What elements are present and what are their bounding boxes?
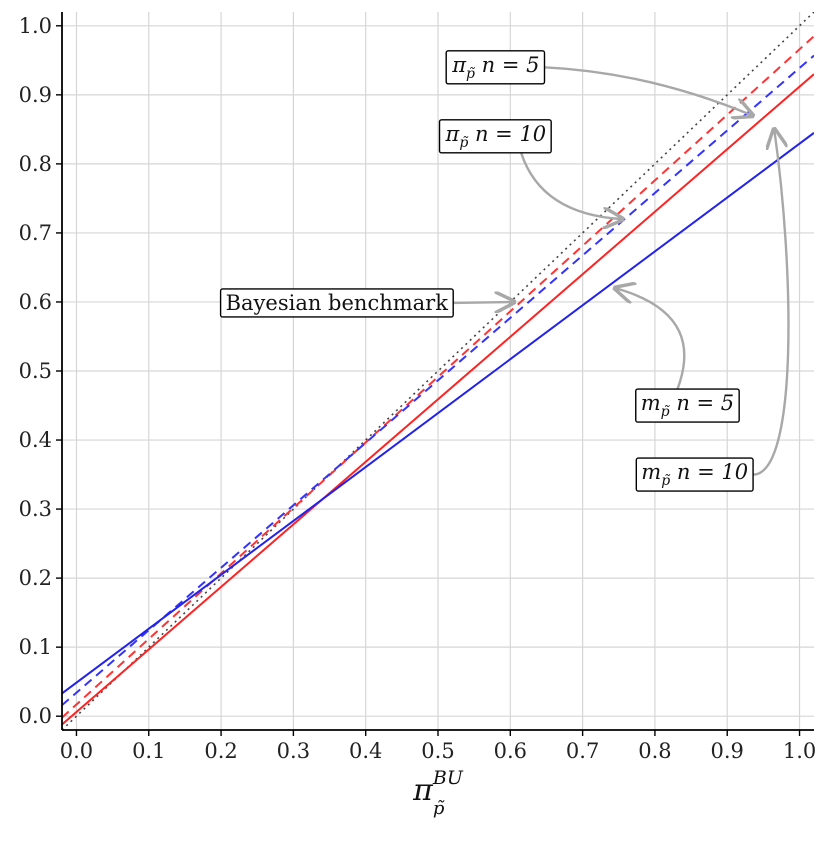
axes	[56, 12, 814, 736]
x-tick-label-4: 0.4	[349, 739, 382, 763]
x-tick-label-8: 0.8	[638, 739, 671, 763]
x-axis-label-superscript: BU	[432, 767, 464, 789]
annotation-arrow-m5	[615, 288, 686, 390]
annotation-label-m5: mp̃ n = 5	[641, 391, 734, 420]
annotation-symbol: m	[641, 460, 661, 484]
x-tick-label-9: 0.9	[711, 739, 744, 763]
annotation-m10: mp̃ n = 10	[635, 457, 754, 492]
annotation-symbol: π	[445, 122, 461, 146]
x-axis-label: πBU p̃	[412, 767, 464, 819]
annotation-subscript: p̃	[661, 404, 670, 420]
y-tick-label-10: 1.0	[19, 14, 52, 38]
y-tick-label-1: 0.1	[19, 635, 52, 659]
tick-labels: 0.0 0.1 0.2 0.3 0.4 0.5 0.6 0.7 0.8 0.9 1.0 0.0 0.1 0…	[19, 14, 817, 763]
annotation-symbol: m	[641, 391, 661, 415]
y-tick-label-4: 0.4	[19, 428, 52, 452]
x-tick-label-6: 0.6	[494, 739, 527, 763]
series-layer	[62, 12, 814, 730]
annotation-pi5: πp̃ n = 5	[445, 50, 546, 85]
y-tick-label-7: 0.7	[19, 221, 52, 245]
x-tick-label-5: 0.5	[421, 739, 454, 763]
y-tick-label-0: 0.0	[19, 704, 52, 728]
annotation-label-pi5: πp̃ n = 5	[451, 53, 539, 82]
x-tick-label-7: 0.7	[566, 739, 599, 763]
annotation-subscript: p̃	[661, 473, 670, 489]
annotation-label-bench: Bayesian benchmark	[226, 291, 449, 315]
annotation-condition: n = 10	[468, 122, 546, 146]
annotation-label-pi10: πp̃ n = 10	[445, 122, 547, 151]
annotation-text: Bayesian benchmark	[226, 291, 449, 315]
annotation-subscript: p̃	[459, 135, 468, 151]
annotation-arrow-m10	[752, 129, 790, 476]
annotation-pi10: πp̃ n = 10	[438, 119, 552, 154]
annotation-m5: mp̃ n = 5	[635, 388, 740, 423]
annotation-box-pi10	[438, 119, 552, 154]
annotation-arrows	[453, 66, 790, 476]
x-tick-label-3: 0.3	[277, 739, 310, 763]
y-tick-label-6: 0.6	[19, 290, 52, 314]
x-axis-label-base: π	[412, 773, 434, 808]
series-line-m_n10	[62, 132, 814, 695]
y-tick-label-8: 0.8	[19, 152, 52, 176]
annotation-arrow-pi10	[520, 152, 622, 219]
x-tick-label-2: 0.2	[204, 739, 237, 763]
annotation-box-pi5	[445, 50, 546, 85]
annotation-arrow-pi5	[544, 66, 752, 115]
annotation-condition: n = 10	[670, 460, 748, 484]
annotation-subscript: p̃	[466, 66, 475, 82]
y-tick-label-3: 0.3	[19, 497, 52, 521]
y-tick-label-2: 0.2	[19, 566, 52, 590]
series-line-pi_n10	[62, 54, 814, 706]
annotation-box-bench	[219, 288, 454, 318]
series-line-pi_n5	[62, 35, 814, 719]
annotation-symbol: π	[451, 53, 467, 77]
annotation-label-m10: mp̃ n = 10	[641, 460, 748, 489]
x-tick-label-10: 1.0	[783, 739, 816, 763]
annotation-condition: n = 5	[670, 391, 735, 415]
series-line-m_n5	[62, 73, 814, 726]
annotation-arrow-bench	[453, 302, 514, 303]
x-tick-label-0: 0.0	[60, 739, 93, 763]
x-axis-label-subscript: p̃	[433, 798, 445, 819]
annotation-condition: n = 5	[475, 53, 540, 77]
y-tick-label-5: 0.5	[19, 359, 52, 383]
annotation-bench: Bayesian benchmark	[219, 288, 454, 318]
annotation-box-m5	[635, 388, 740, 423]
y-tick-label-9: 0.9	[19, 83, 52, 107]
x-tick-label-1: 0.1	[132, 739, 165, 763]
annotation-box-m10	[635, 457, 754, 492]
